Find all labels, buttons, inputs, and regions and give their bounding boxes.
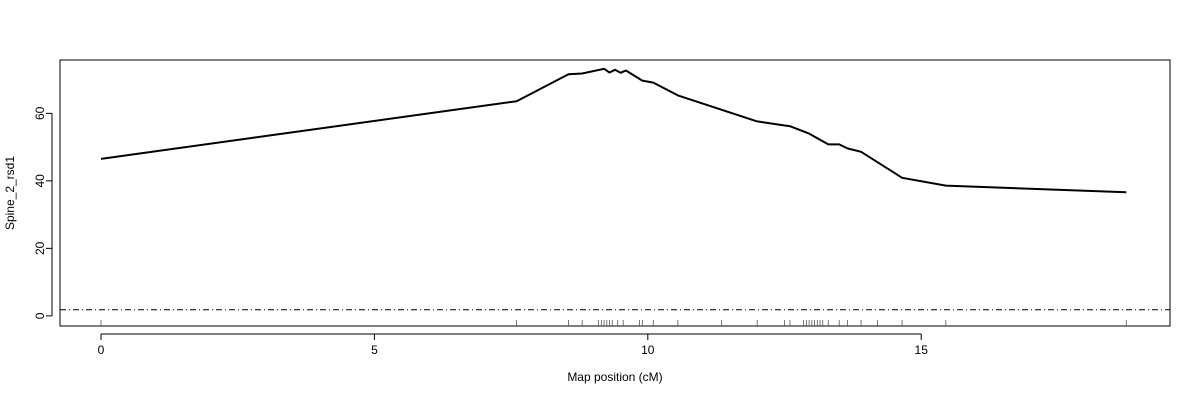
y-tick-label: 0 (33, 312, 47, 319)
y-tick-label: 40 (33, 174, 47, 188)
y-axis-label: Spine_2_rsd1 (3, 156, 17, 230)
y-tick-label: 60 (33, 106, 47, 120)
y-axis: 0 20 40 60 (33, 106, 53, 319)
plot-frame (59, 59, 1171, 327)
x-tick-label: 5 (371, 343, 378, 357)
x-tick-label: 10 (641, 343, 655, 357)
x-axis: 0 5 10 15 (98, 333, 929, 357)
marker-rug (100, 320, 1127, 326)
y-tick-label: 20 (33, 241, 47, 255)
x-tick-label: 0 (98, 343, 105, 357)
x-tick-label: 15 (915, 343, 929, 357)
x-axis-label: Map position (cM) (567, 370, 662, 384)
lod-curve (100, 67, 1127, 194)
